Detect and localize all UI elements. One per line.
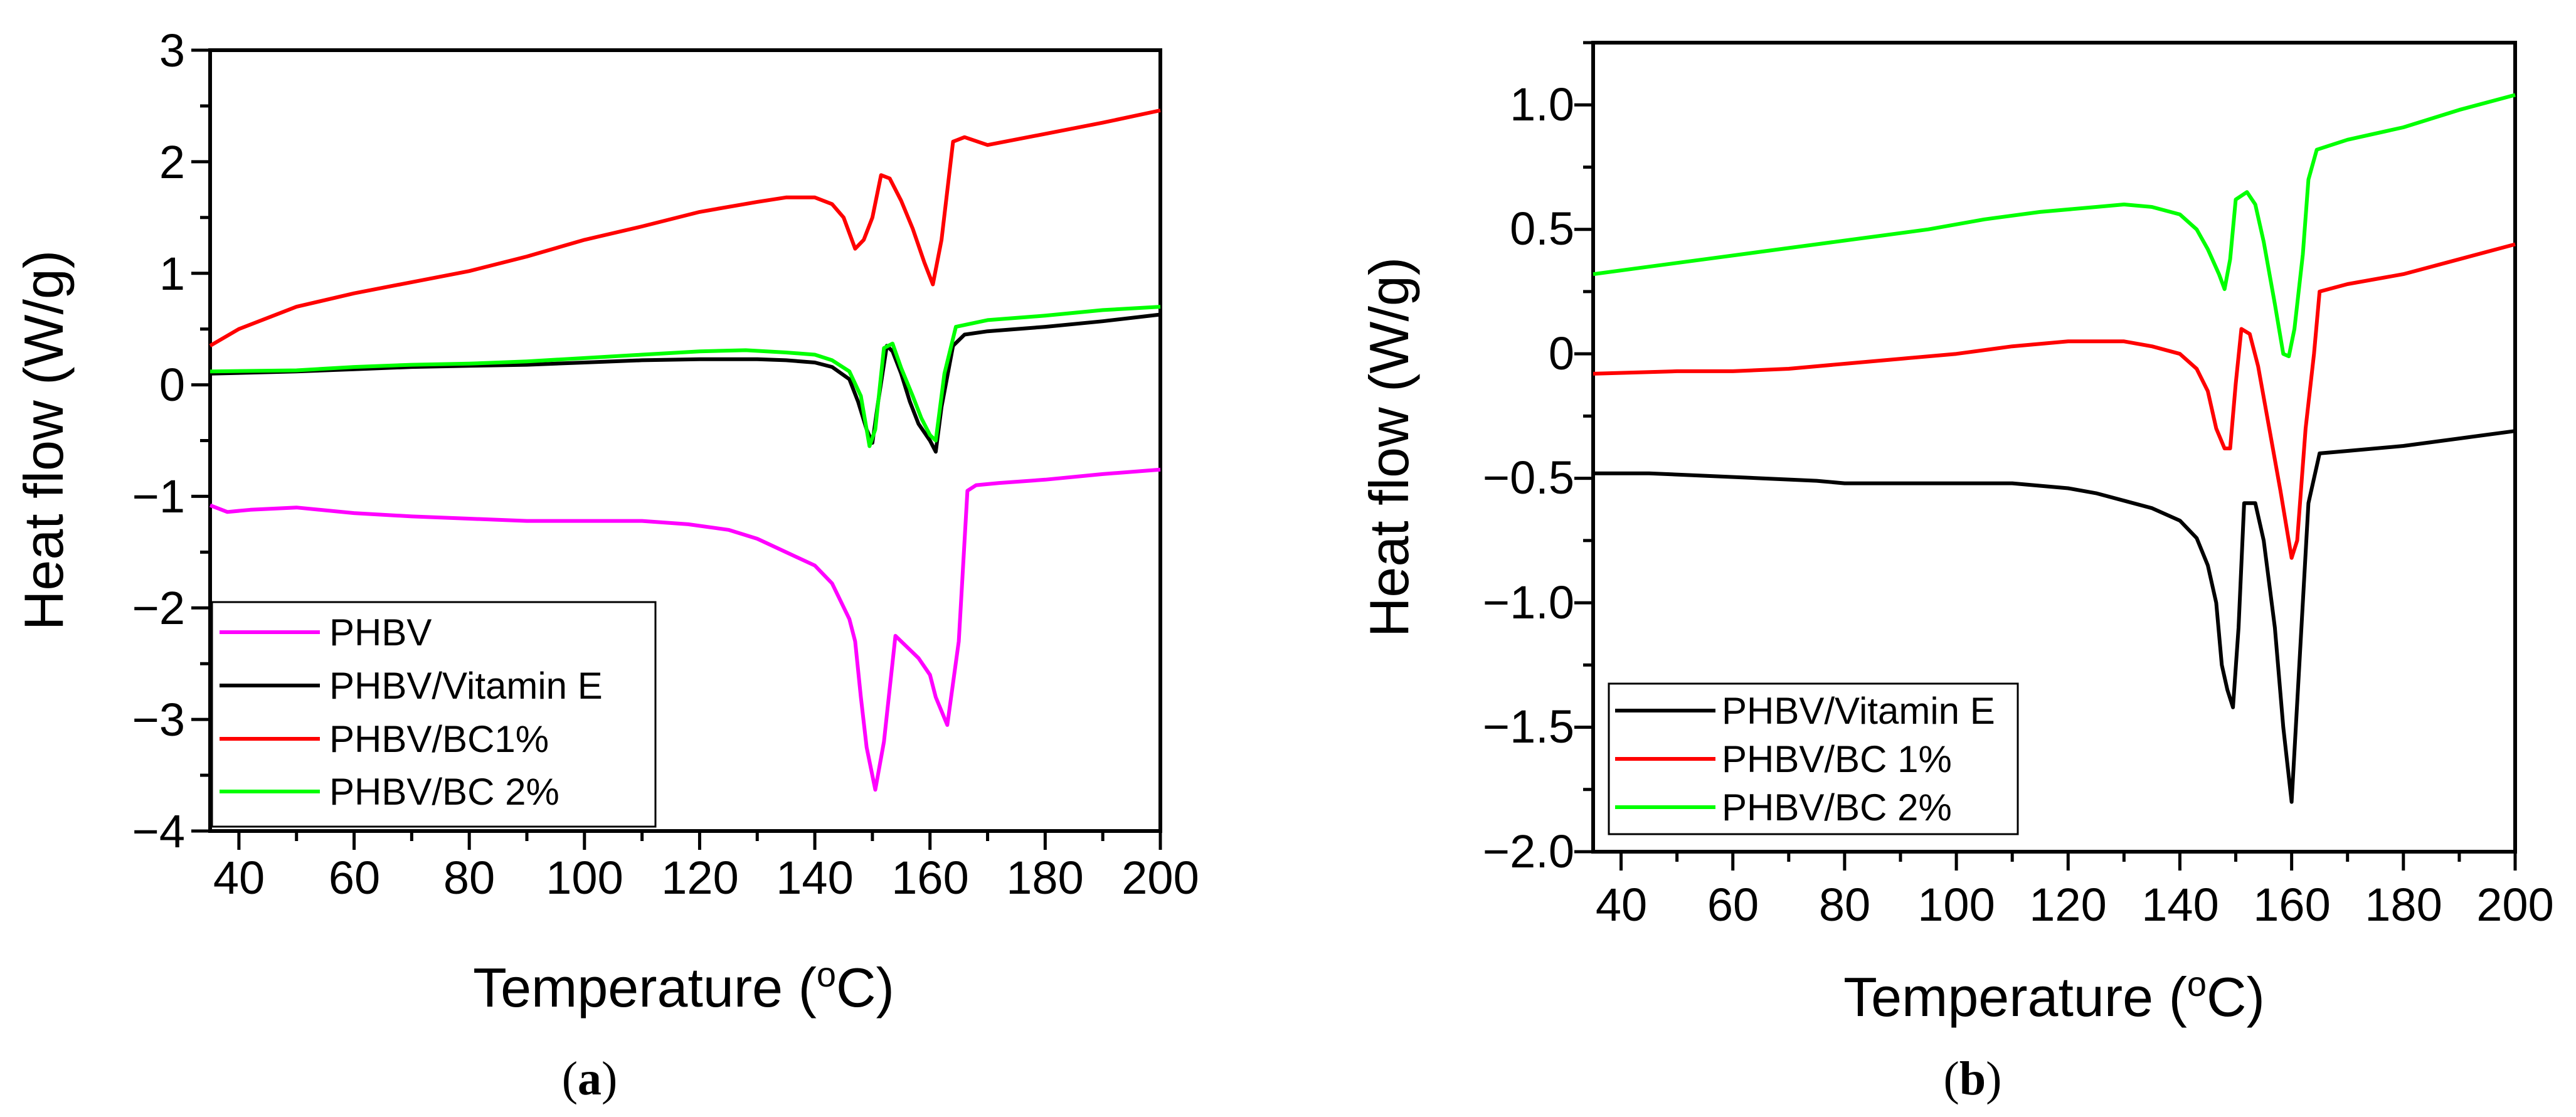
legend-label-phbv: PHBV bbox=[329, 611, 432, 654]
panel-a: 40 60 80 100 120 140 160 180 200 3 2 1 0… bbox=[13, 24, 1199, 1105]
x-axis-title: Temperature (oC) bbox=[473, 955, 894, 1019]
x-tick-label: 140 bbox=[2141, 879, 2218, 931]
y-tick-label: 0 bbox=[1549, 327, 1574, 379]
x-tick-label: 60 bbox=[329, 852, 380, 904]
series-lines bbox=[209, 109, 1161, 792]
y-axis-title: Heat flow (W/g) bbox=[13, 250, 75, 630]
x-tick-label: 160 bbox=[891, 852, 968, 904]
series-line-phbv bbox=[209, 467, 1161, 792]
tick-marks bbox=[191, 48, 1162, 850]
y-tick-label: −1 bbox=[132, 470, 185, 522]
y-tick-label: 1 bbox=[159, 248, 185, 300]
x-tick-label: 200 bbox=[1121, 852, 1199, 904]
panel-b: 40 60 80 100 120 140 160 180 200 1.0 0.5… bbox=[1358, 41, 2554, 1105]
series-line-phbv-vitamin-e bbox=[1593, 429, 2516, 804]
y-axis-title: Heat flow (W/g) bbox=[1358, 257, 1420, 637]
x-tick-label: 40 bbox=[1596, 879, 1647, 931]
legend-label-phbv-bc1: PHBV/BC 1% bbox=[1722, 738, 1952, 780]
legend: PHBV PHBV/Vitamin E PHBV/BC1% PHBV/BC 2% bbox=[211, 601, 657, 828]
series-line-phbv-bc-2 bbox=[1593, 93, 2516, 359]
legend-label-phbv-vitamin-e: PHBV/Vitamin E bbox=[329, 665, 603, 707]
legend: PHBV/Vitamin E PHBV/BC 1% PHBV/BC 2% bbox=[1608, 682, 2019, 835]
y-tick-label: −2.0 bbox=[1483, 825, 1574, 877]
x-tick-label: 100 bbox=[546, 852, 623, 904]
y-tick-label: −3 bbox=[132, 694, 185, 746]
x-tick-label: 120 bbox=[2029, 879, 2106, 931]
x-tick-label: 60 bbox=[1707, 879, 1759, 931]
plot-frame bbox=[1591, 41, 2517, 854]
y-tick-label: 1.0 bbox=[1510, 78, 1574, 130]
legend-box bbox=[211, 601, 657, 828]
x-tick-label: 80 bbox=[443, 852, 495, 904]
x-tick-labels: 40 60 80 100 120 140 160 180 200 bbox=[1596, 879, 2554, 931]
y-tick-label: −2 bbox=[132, 582, 185, 634]
x-tick-label: 40 bbox=[213, 852, 265, 904]
y-tick-label: 0.5 bbox=[1510, 203, 1574, 255]
x-tick-label: 180 bbox=[2365, 879, 2442, 931]
x-tick-label: 180 bbox=[1006, 852, 1083, 904]
series-lines bbox=[1593, 93, 2516, 804]
x-tick-label: 200 bbox=[2476, 879, 2553, 931]
x-tick-labels: 40 60 80 100 120 140 160 180 200 bbox=[213, 852, 1199, 904]
y-tick-labels: 3 2 1 0 −1 −2 −3 −4 bbox=[132, 24, 185, 857]
series-line-phbv-bc-2 bbox=[209, 305, 1161, 448]
y-tick-label: 0 bbox=[159, 359, 185, 411]
y-tick-label: −1.0 bbox=[1483, 576, 1574, 628]
panel-caption-b: (b) bbox=[1944, 1052, 2002, 1105]
y-tick-labels: 1.0 0.5 0 −0.5 −1.0 −1.5 −2.0 bbox=[1483, 78, 1574, 877]
series-line-phbv-bc1 bbox=[209, 109, 1161, 347]
x-tick-label: 160 bbox=[2253, 879, 2330, 931]
x-tick-label: 120 bbox=[661, 852, 738, 904]
y-tick-label: −1.5 bbox=[1483, 701, 1574, 753]
tick-marks bbox=[1574, 41, 2517, 871]
legend-label-phbv-bc1: PHBV/BC1% bbox=[329, 718, 549, 760]
panel-caption-a: (a) bbox=[562, 1052, 618, 1105]
legend-label-phbv-bc2: PHBV/BC 2% bbox=[1722, 786, 1952, 828]
x-axis-title: Temperature (oC) bbox=[1843, 964, 2265, 1028]
x-tick-label: 140 bbox=[776, 852, 853, 904]
x-tick-label: 80 bbox=[1819, 879, 1870, 931]
series-line-phbv-bc-1 bbox=[1593, 242, 2516, 560]
y-tick-label: −4 bbox=[132, 805, 185, 857]
x-tick-label: 100 bbox=[1917, 879, 1995, 931]
legend-label-phbv-bc2: PHBV/BC 2% bbox=[329, 771, 559, 813]
legend-label-phbv-vitamin-e: PHBV/Vitamin E bbox=[1722, 690, 1995, 732]
series-line-phbv-vitamin-e bbox=[209, 312, 1161, 454]
y-tick-label: 3 bbox=[159, 24, 185, 77]
y-tick-label: −0.5 bbox=[1483, 452, 1574, 504]
y-tick-label: 2 bbox=[159, 136, 185, 188]
